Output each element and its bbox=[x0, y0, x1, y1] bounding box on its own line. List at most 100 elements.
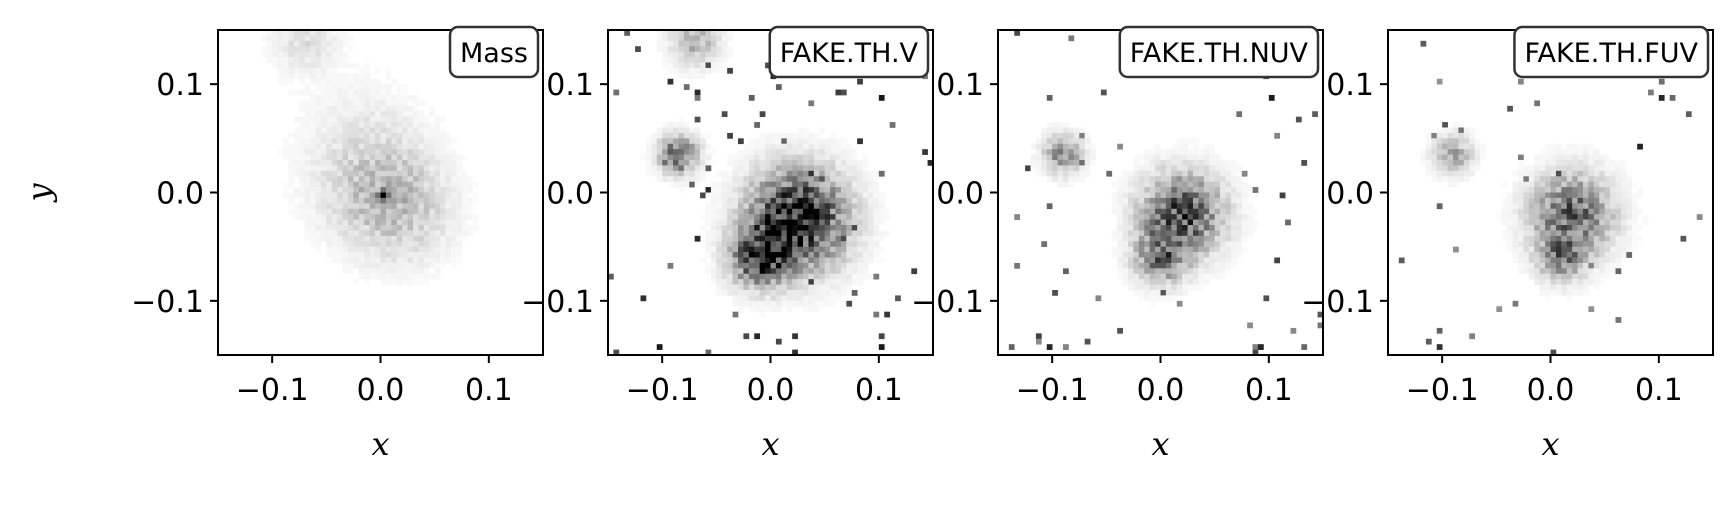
heatmap-cell bbox=[1220, 170, 1226, 177]
heatmap-cell bbox=[727, 262, 733, 269]
heatmap-cell bbox=[1566, 241, 1573, 248]
heatmap-cell bbox=[743, 176, 750, 183]
heatmap-cell bbox=[1214, 192, 1221, 199]
heatmap-cell bbox=[450, 187, 457, 193]
heatmap-cell bbox=[803, 160, 809, 166]
heatmap-cell bbox=[1512, 187, 1519, 193]
heatmap-cell bbox=[1144, 295, 1151, 302]
heatmap-cell bbox=[689, 176, 696, 183]
heatmap-cell bbox=[434, 214, 441, 220]
heatmap-cell bbox=[385, 143, 392, 150]
heatmap-cell bbox=[656, 143, 663, 150]
heatmap-cell bbox=[781, 219, 788, 226]
heatmap-cell bbox=[813, 268, 820, 275]
heatmap-cell bbox=[1518, 187, 1524, 193]
heatmap-cell bbox=[1593, 241, 1600, 248]
heatmap-cell bbox=[315, 116, 322, 123]
heatmap-cell bbox=[1247, 214, 1253, 220]
heatmap-cell bbox=[1599, 170, 1606, 177]
heatmap-cell bbox=[667, 51, 674, 58]
heatmap-cell bbox=[1528, 273, 1535, 280]
heatmap-cell bbox=[1182, 192, 1188, 199]
heatmap-cell bbox=[423, 203, 430, 210]
heatmap-cell bbox=[1463, 176, 1470, 183]
heatmap-cell bbox=[1593, 262, 1600, 269]
heatmap-cell bbox=[786, 170, 793, 177]
heatmap-cell bbox=[1501, 203, 1508, 210]
heatmap-cell bbox=[727, 35, 733, 42]
heatmap-cell bbox=[434, 219, 441, 226]
heatmap-cell bbox=[1144, 192, 1151, 199]
heatmap-cell bbox=[1550, 349, 1557, 356]
heatmap-cell bbox=[824, 219, 831, 226]
heatmap-cell bbox=[770, 149, 777, 155]
heatmap-cell bbox=[315, 78, 322, 85]
heatmap-cell bbox=[1165, 268, 1172, 275]
heatmap-cell bbox=[1063, 122, 1069, 128]
heatmap-cell bbox=[656, 46, 663, 53]
heatmap-cell bbox=[1518, 214, 1524, 220]
heatmap-cell bbox=[1193, 143, 1199, 150]
heatmap-cell bbox=[1198, 262, 1205, 269]
heatmap-cell bbox=[1155, 181, 1161, 188]
heatmap-cell bbox=[889, 122, 896, 128]
heatmap-cell bbox=[440, 154, 446, 161]
heatmap-cell bbox=[299, 89, 306, 96]
heatmap-cell bbox=[456, 176, 463, 183]
heatmap-cell bbox=[1165, 176, 1172, 183]
heatmap-cell bbox=[1545, 219, 1551, 226]
heatmap-cell bbox=[304, 235, 311, 242]
heatmap-cell bbox=[283, 30, 289, 36]
heatmap-cell bbox=[868, 203, 874, 210]
heatmap-cell bbox=[1193, 241, 1199, 248]
heatmap-cell bbox=[851, 246, 858, 253]
heatmap-cell bbox=[775, 165, 782, 172]
heatmap-cell bbox=[1203, 187, 1210, 193]
heatmap-cell bbox=[353, 252, 360, 258]
heatmap-cell bbox=[385, 84, 392, 90]
heatmap-cell bbox=[1620, 187, 1627, 193]
heatmap-cell bbox=[1214, 181, 1221, 188]
heatmap-cell bbox=[678, 40, 685, 47]
heatmap-cell bbox=[1128, 246, 1134, 253]
heatmap-cell bbox=[797, 154, 804, 161]
heatmap-cell bbox=[759, 279, 766, 285]
heatmap-cell bbox=[429, 149, 436, 155]
heatmap-cell bbox=[413, 192, 419, 199]
heatmap-cell bbox=[1463, 138, 1470, 145]
heatmap-cell bbox=[927, 160, 934, 166]
heatmap-cell bbox=[450, 192, 457, 199]
heatmap-cell bbox=[364, 235, 371, 242]
heatmap-cell bbox=[1447, 165, 1454, 172]
heatmap-cell bbox=[727, 30, 733, 36]
heatmap-cell bbox=[835, 219, 842, 226]
heatmap-cell bbox=[662, 176, 668, 183]
heatmap-cell bbox=[380, 143, 387, 150]
heatmap-cell bbox=[846, 262, 853, 269]
heatmap-cell bbox=[640, 295, 647, 302]
heatmap-cell bbox=[846, 225, 853, 231]
heatmap-cell bbox=[1176, 257, 1183, 264]
heatmap-cell bbox=[331, 57, 338, 63]
heatmap-cell bbox=[738, 279, 744, 285]
heatmap-cell bbox=[315, 187, 322, 193]
heatmap-cell bbox=[331, 143, 338, 150]
heatmap-cell bbox=[808, 208, 815, 215]
heatmap-cell bbox=[667, 149, 674, 155]
heatmap-cell bbox=[830, 165, 836, 172]
heatmap-cell bbox=[1550, 257, 1557, 264]
heatmap-cell bbox=[1512, 192, 1519, 199]
heatmap-cell bbox=[364, 138, 371, 145]
heatmap-cell bbox=[396, 143, 403, 150]
heatmap-cell bbox=[678, 62, 685, 69]
heatmap-cell bbox=[369, 246, 376, 253]
heatmap-cell bbox=[445, 165, 452, 172]
heatmap-cell bbox=[878, 257, 885, 264]
heatmap-cell bbox=[813, 165, 820, 172]
heatmap-cell bbox=[1149, 230, 1156, 237]
heatmap-cell bbox=[1566, 284, 1573, 291]
heatmap-cell bbox=[781, 160, 788, 166]
heatmap-cell bbox=[743, 203, 750, 210]
heatmap-cell bbox=[1155, 143, 1161, 150]
heatmap-cell bbox=[705, 67, 712, 74]
